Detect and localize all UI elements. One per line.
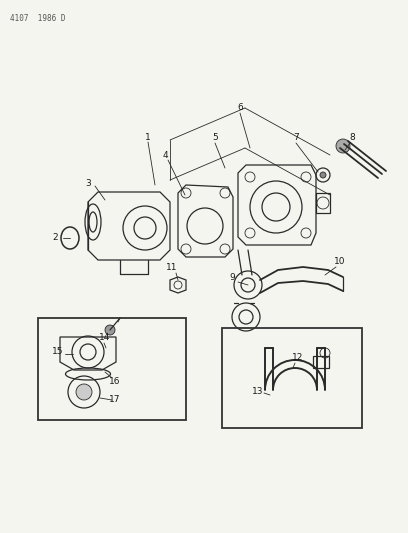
Circle shape — [76, 384, 92, 400]
Text: 8: 8 — [349, 133, 355, 142]
Bar — [313, 356, 329, 368]
Text: 17: 17 — [109, 395, 121, 405]
Circle shape — [105, 325, 115, 335]
Text: 14: 14 — [99, 334, 111, 343]
Text: 10: 10 — [334, 257, 346, 266]
Text: 13: 13 — [252, 387, 264, 397]
Text: 12: 12 — [292, 353, 304, 362]
Bar — [38, 318, 186, 420]
Text: 4107  1986 D: 4107 1986 D — [10, 14, 66, 23]
Circle shape — [320, 172, 326, 178]
Text: 5: 5 — [212, 133, 218, 142]
Text: 9: 9 — [229, 273, 235, 282]
Text: 1: 1 — [145, 133, 151, 142]
Text: 11: 11 — [166, 263, 178, 272]
Text: 3: 3 — [85, 179, 91, 188]
Bar — [222, 328, 362, 428]
Text: 4: 4 — [162, 150, 168, 159]
Text: 6: 6 — [237, 103, 243, 112]
Text: 7: 7 — [293, 133, 299, 142]
Text: 16: 16 — [109, 377, 121, 386]
Text: 2: 2 — [52, 233, 58, 243]
Text: 15: 15 — [52, 348, 64, 357]
Circle shape — [336, 139, 350, 153]
